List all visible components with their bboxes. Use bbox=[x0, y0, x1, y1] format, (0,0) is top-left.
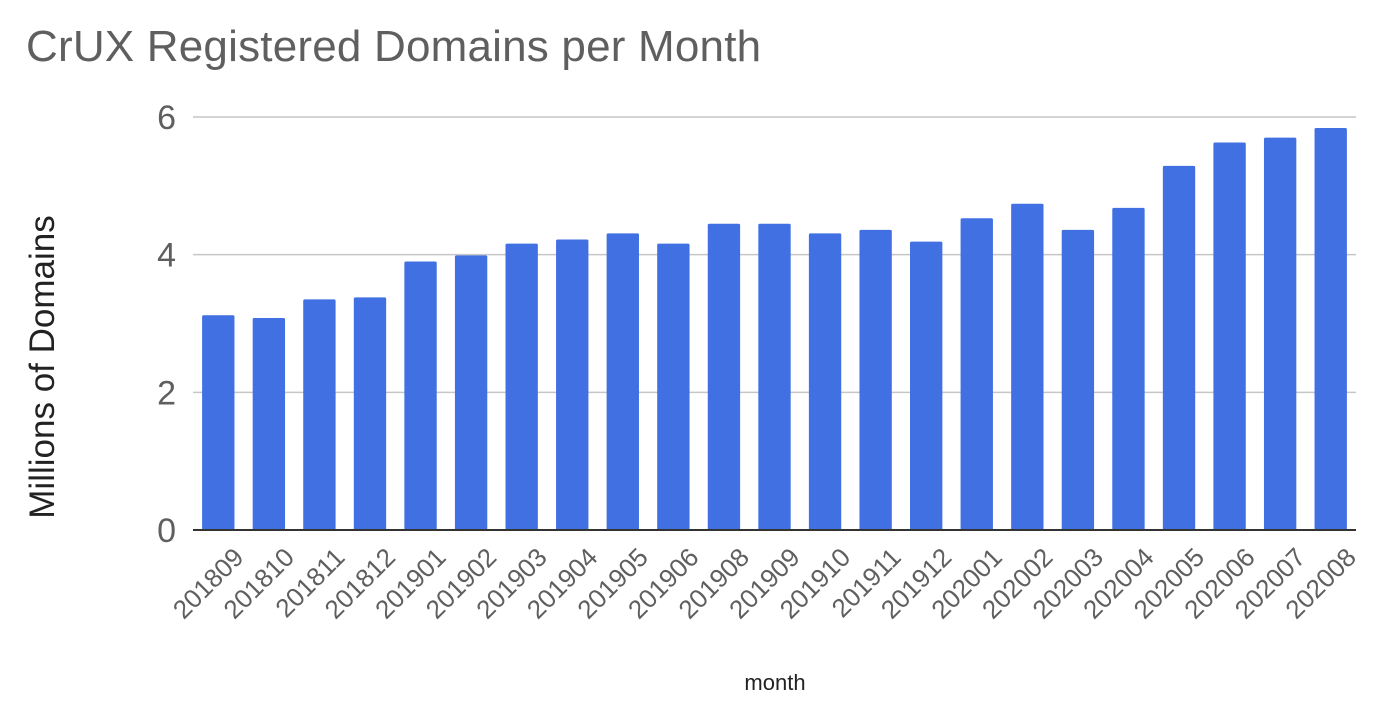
bar-201909 bbox=[758, 223, 791, 530]
bar-201811 bbox=[303, 299, 336, 530]
bar-202001 bbox=[960, 218, 993, 530]
y-tick-label: 0 bbox=[157, 512, 176, 550]
y-tick-label: 2 bbox=[157, 374, 176, 412]
bar-201912 bbox=[910, 241, 943, 530]
bar-201911 bbox=[859, 229, 892, 530]
y-tick-label: 4 bbox=[157, 237, 176, 275]
bar-201910 bbox=[808, 233, 842, 530]
y-tick-label: 6 bbox=[157, 99, 176, 137]
bar-201908 bbox=[707, 223, 741, 530]
bars bbox=[202, 128, 1347, 531]
chart-title: CrUX Registered Domains per Month bbox=[26, 22, 762, 71]
bar-201905 bbox=[606, 233, 639, 530]
bar-201903 bbox=[505, 243, 538, 530]
bar-201902 bbox=[454, 255, 488, 530]
bar-201901 bbox=[404, 261, 437, 530]
bar-201904 bbox=[556, 239, 589, 530]
bar-202005 bbox=[1162, 165, 1196, 530]
bar-202006 bbox=[1213, 142, 1246, 530]
bar-201810 bbox=[252, 317, 286, 530]
bar-202004 bbox=[1112, 207, 1145, 531]
y-tick-labels: 0 2 4 6 bbox=[157, 99, 176, 550]
x-tick-labels: 2018092018102018112018122019012019022019… bbox=[167, 542, 1362, 625]
bar-201809 bbox=[202, 315, 235, 530]
x-axis-label: month bbox=[744, 670, 805, 695]
bar-201906 bbox=[657, 243, 690, 530]
y-axis-label: Millions of Domains bbox=[23, 215, 62, 518]
bar-202002 bbox=[1011, 203, 1044, 531]
bar-202003 bbox=[1061, 229, 1095, 530]
bar-202008 bbox=[1314, 128, 1347, 530]
bar-202007 bbox=[1263, 137, 1297, 530]
bar-201812 bbox=[353, 297, 387, 530]
